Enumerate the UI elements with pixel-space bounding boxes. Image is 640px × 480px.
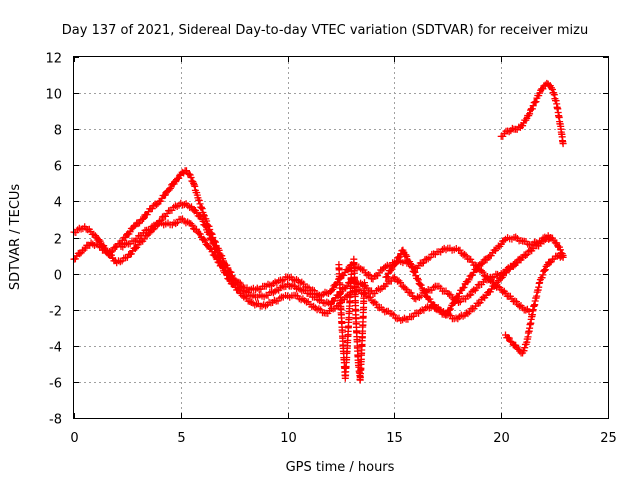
series-track-e <box>502 252 567 357</box>
plot-frame <box>73 56 609 419</box>
x-tick-label: 5 <box>177 431 185 446</box>
series-trace <box>350 259 368 383</box>
y-tick-label: -6 <box>49 377 62 392</box>
y-tick-label: 10 <box>45 88 62 103</box>
y-tick-label: -2 <box>49 305 62 320</box>
data-point <box>416 280 424 288</box>
x-tick-label: 25 <box>600 431 617 446</box>
y-tick-label: 8 <box>54 124 62 139</box>
plot-area <box>70 79 567 384</box>
x-axis-label: GPS time / hours <box>286 460 395 475</box>
axis-ticks <box>74 57 609 419</box>
series-dip-1 <box>335 261 356 382</box>
chart-title: Day 137 of 2021, Sidereal Day-to-day VTE… <box>62 23 588 38</box>
series-trace <box>499 79 567 146</box>
series-trace <box>119 215 525 324</box>
series-track-c <box>117 215 527 324</box>
y-tick-label: 12 <box>45 52 62 67</box>
series-track-d <box>382 232 567 319</box>
x-tick-label: 0 <box>70 431 78 446</box>
y-tick-label: 4 <box>54 196 62 211</box>
series-trace <box>335 264 356 380</box>
x-tick-label: 10 <box>280 431 297 446</box>
grid-lines <box>74 57 608 418</box>
y-tick-labels: -8 -6 -4 -2 0 2 4 6 8 10 12 <box>45 52 62 428</box>
y-tick-label: 0 <box>54 269 62 284</box>
series-trace <box>383 233 566 318</box>
y-tick-label: -4 <box>49 341 62 356</box>
series-trace <box>72 200 553 307</box>
y-tick-label: -8 <box>49 413 62 428</box>
y-axis-label: SDTVAR / TECUs <box>8 184 23 291</box>
x-tick-label: 15 <box>386 431 403 446</box>
x-tick-labels: 0 5 10 15 20 25 <box>70 431 616 446</box>
y-tick-label: 6 <box>54 160 62 175</box>
series-dip-2 <box>350 255 368 384</box>
y-tick-label: 2 <box>54 233 62 248</box>
series-track-f <box>497 79 567 148</box>
series-trace <box>503 252 566 357</box>
data-point <box>200 212 208 220</box>
x-tick-label: 20 <box>493 431 510 446</box>
